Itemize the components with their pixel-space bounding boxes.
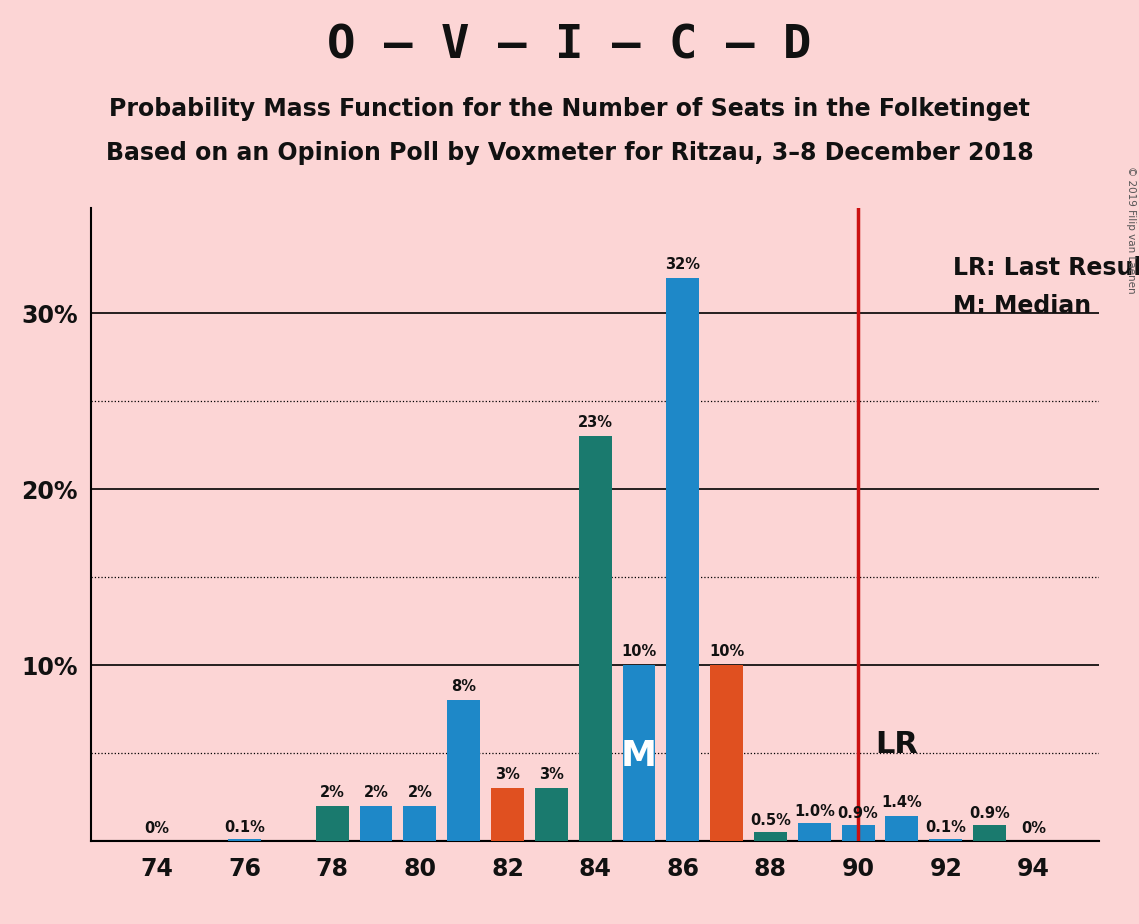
Text: 0.5%: 0.5% <box>749 812 790 828</box>
Text: LR: LR <box>876 730 918 759</box>
Text: 1.0%: 1.0% <box>794 804 835 819</box>
Text: M: M <box>621 739 657 773</box>
Bar <box>403 806 436 841</box>
Bar <box>711 665 743 841</box>
Bar <box>535 788 567 841</box>
Text: 3%: 3% <box>495 767 519 782</box>
Text: 32%: 32% <box>665 257 700 272</box>
Bar <box>360 806 393 841</box>
Bar <box>929 839 962 841</box>
Text: 1.4%: 1.4% <box>882 795 923 810</box>
Text: 0%: 0% <box>1021 821 1046 835</box>
Bar <box>448 700 480 841</box>
Text: 3%: 3% <box>539 767 564 782</box>
Bar <box>623 665 655 841</box>
Text: © 2019 Filip van Laenen: © 2019 Filip van Laenen <box>1126 166 1136 294</box>
Text: 2%: 2% <box>363 784 388 799</box>
Text: Based on an Opinion Poll by Voxmeter for Ritzau, 3–8 December 2018: Based on an Opinion Poll by Voxmeter for… <box>106 141 1033 165</box>
Text: 0.1%: 0.1% <box>224 820 265 834</box>
Bar <box>666 278 699 841</box>
Text: 0.9%: 0.9% <box>837 806 878 821</box>
Text: 10%: 10% <box>622 644 656 659</box>
Text: Probability Mass Function for the Number of Seats in the Folketinget: Probability Mass Function for the Number… <box>109 97 1030 121</box>
Text: 10%: 10% <box>708 644 744 659</box>
Bar <box>228 839 261 841</box>
Text: O – V – I – C – D: O – V – I – C – D <box>327 23 812 68</box>
Text: 0.9%: 0.9% <box>969 806 1010 821</box>
Bar <box>491 788 524 841</box>
Text: 0%: 0% <box>145 821 170 835</box>
Text: 8%: 8% <box>451 679 476 694</box>
Bar <box>579 436 612 841</box>
Text: 2%: 2% <box>320 784 345 799</box>
Text: 23%: 23% <box>577 415 613 431</box>
Text: LR: Last Result: LR: Last Result <box>953 256 1139 280</box>
Text: 2%: 2% <box>408 784 433 799</box>
Text: 0.1%: 0.1% <box>925 820 966 834</box>
Bar <box>316 806 349 841</box>
Bar <box>842 825 875 841</box>
Bar <box>797 823 830 841</box>
Bar <box>885 816 918 841</box>
Text: M: Median: M: Median <box>953 294 1091 318</box>
Bar <box>754 832 787 841</box>
Bar <box>973 825 1006 841</box>
